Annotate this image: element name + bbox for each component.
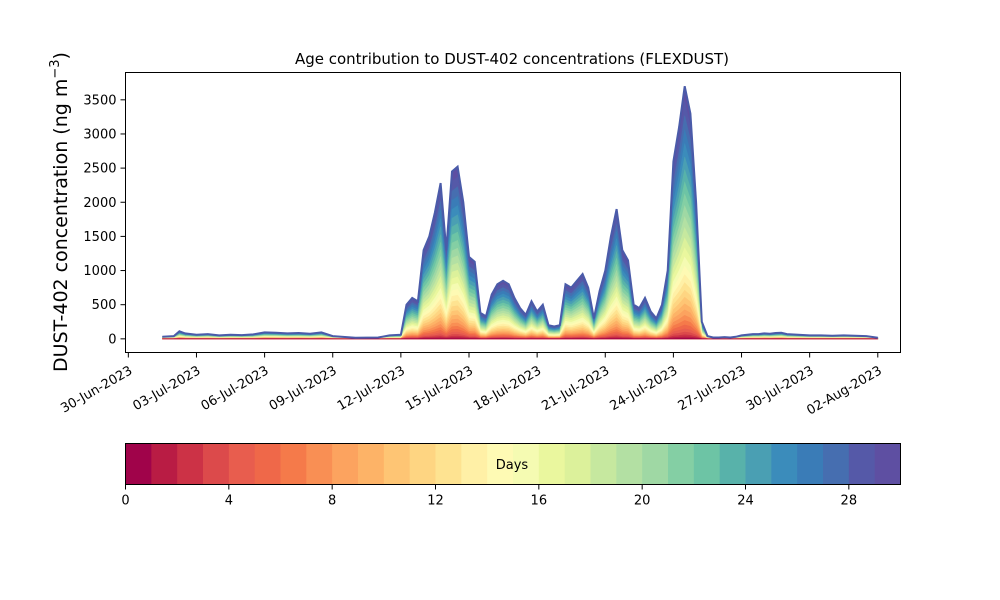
colorbar-swatch — [151, 443, 178, 485]
colorbar-swatch — [513, 443, 540, 485]
y-tick-label: 3000 — [83, 127, 116, 142]
colorbar-swatch — [874, 443, 901, 485]
age-band-area-0-days — [162, 338, 878, 340]
colorbar-tick-label: 4 — [225, 494, 233, 509]
chart-title: Age contribution to DUST-402 concentrati… — [295, 50, 729, 68]
y-axis-label: DUST-402 concentration (ng m−3) — [48, 52, 72, 372]
age-contribution-areas — [162, 85, 879, 340]
colorbar-swatch — [771, 443, 798, 485]
colorbar-swatch — [693, 443, 721, 485]
colorbar-swatch — [332, 443, 359, 485]
colorbar-swatch — [125, 443, 152, 485]
colorbar-swatch — [383, 443, 411, 485]
colorbar-swatch — [538, 443, 566, 485]
colorbar-swatch — [487, 443, 514, 485]
colorbar-swatch — [564, 443, 591, 485]
colorbar-swatch — [177, 443, 204, 485]
colorbar-swatch — [797, 443, 824, 485]
colorbar-swatch — [254, 443, 281, 485]
colorbar-tick-label: 16 — [531, 494, 548, 509]
colorbar-tick-label: 8 — [328, 494, 336, 509]
colorbar-tick-label: 20 — [634, 494, 651, 509]
colorbar-swatch — [719, 443, 746, 485]
colorbar-swatch — [409, 443, 436, 485]
colorbar-swatch — [642, 443, 669, 485]
y-tick-label: 1500 — [83, 230, 116, 245]
y-tick-label: 3500 — [83, 93, 116, 108]
colorbar-swatch — [280, 443, 307, 485]
colorbar-swatch — [823, 443, 850, 485]
colorbar-swatch — [461, 443, 488, 485]
y-axis-ticks: 0 500 1000 1500 2000 2500 3000 3500 — [83, 93, 126, 347]
y-axis-label-close: ) — [50, 52, 72, 59]
colorbar-swatch — [668, 443, 695, 485]
colorbar-swatch — [848, 443, 876, 485]
y-tick-label: 0 — [108, 332, 116, 347]
colorbar-frame — [125, 443, 901, 485]
colorbar-swatch — [306, 443, 333, 485]
colorbar-swatch — [203, 443, 230, 485]
colorbar-swatch — [745, 443, 772, 485]
y-tick-label: 500 — [92, 298, 117, 313]
y-axis-label-exponent: −3 — [48, 59, 63, 78]
colorbar-label: Days — [496, 458, 529, 473]
colorbar-tick-label: 12 — [427, 494, 444, 509]
colorbar-tick-label: 24 — [737, 494, 754, 509]
colorbar-ticks: 0 4 8 12 16 20 24 28 — [121, 484, 858, 509]
y-axis-label-main: DUST-402 concentration (ng m — [50, 79, 72, 372]
colorbar-swatch — [228, 443, 256, 485]
colorbar-tick-label: 0 — [121, 494, 129, 509]
colorbar-swatch — [358, 443, 385, 485]
colorbar-swatch — [435, 443, 462, 485]
plot-frame — [125, 72, 901, 353]
colorbar-swatch — [590, 443, 617, 485]
y-tick-label: 2500 — [83, 162, 116, 177]
total-concentration-line — [162, 85, 878, 339]
y-tick-label: 2000 — [83, 196, 116, 211]
colorbar — [125, 443, 901, 485]
colorbar-swatch — [616, 443, 643, 485]
y-tick-label: 1000 — [83, 264, 116, 279]
colorbar-tick-label: 28 — [841, 494, 858, 509]
